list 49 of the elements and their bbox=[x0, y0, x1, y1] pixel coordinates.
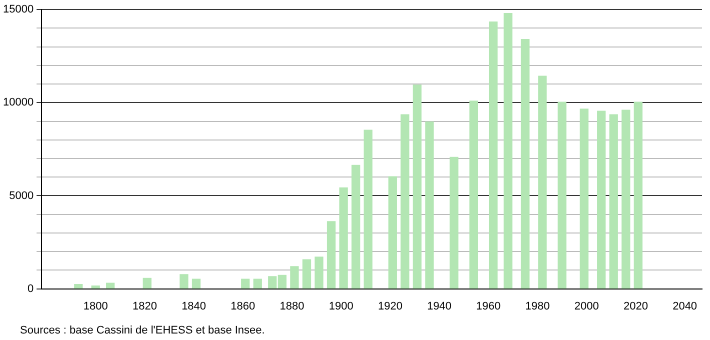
bar bbox=[504, 12, 512, 289]
bar bbox=[580, 108, 588, 289]
bar bbox=[314, 256, 324, 289]
bar bbox=[326, 221, 336, 289]
bar bbox=[142, 278, 152, 289]
x-tick-label: 1880 bbox=[280, 300, 304, 312]
x-tick-label: 1980 bbox=[525, 300, 550, 312]
bar bbox=[412, 84, 422, 289]
bar bbox=[339, 187, 348, 289]
x-tick-label: 1920 bbox=[378, 300, 402, 312]
x-tick-label: 1860 bbox=[230, 300, 256, 312]
bar bbox=[558, 102, 566, 289]
bar bbox=[106, 282, 115, 289]
y-tick-label: 5000 bbox=[9, 190, 34, 202]
y-tick-label: 15000 bbox=[2, 4, 34, 16]
bar bbox=[253, 278, 262, 289]
bar bbox=[74, 284, 83, 289]
bar bbox=[352, 164, 360, 289]
bar bbox=[634, 102, 642, 289]
bar bbox=[400, 114, 410, 289]
source-note: Sources : base Cassini de l'EHESS et base Insee. bbox=[20, 324, 265, 337]
x-tick-label: 1900 bbox=[328, 300, 354, 312]
y-tick-label: 10000 bbox=[2, 96, 34, 109]
x-tick-label: 2040 bbox=[672, 300, 698, 312]
bar bbox=[180, 274, 188, 289]
bar bbox=[91, 285, 100, 289]
x-tick-label: 1820 bbox=[132, 300, 157, 312]
bar bbox=[622, 110, 630, 289]
bar bbox=[520, 39, 530, 289]
x-tick-label: 1840 bbox=[182, 300, 206, 312]
bar bbox=[609, 114, 618, 289]
bar bbox=[388, 176, 397, 289]
bar bbox=[192, 278, 201, 289]
bar bbox=[425, 122, 434, 289]
bar bbox=[538, 76, 547, 289]
x-tick-label: 1940 bbox=[427, 300, 452, 312]
bar bbox=[241, 278, 250, 289]
bar bbox=[597, 110, 606, 289]
x-tick-label: 1800 bbox=[83, 300, 108, 312]
x-tick-label: 2020 bbox=[623, 300, 648, 312]
y-tick-label: 0 bbox=[27, 282, 34, 295]
bar bbox=[488, 22, 498, 289]
x-tick-label: 1960 bbox=[476, 300, 501, 312]
bar bbox=[302, 259, 312, 289]
bar bbox=[469, 100, 478, 289]
bar bbox=[450, 156, 458, 289]
bar bbox=[364, 130, 372, 289]
bar bbox=[290, 266, 299, 289]
x-tick-label: 2000 bbox=[574, 300, 599, 312]
